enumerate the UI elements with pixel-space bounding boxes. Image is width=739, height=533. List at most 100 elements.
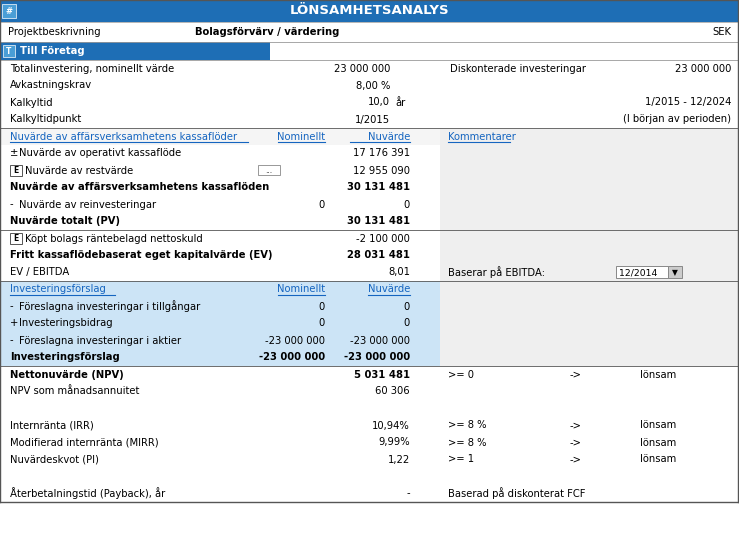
Text: 0: 0 [319, 319, 325, 328]
Text: 10,94%: 10,94% [372, 421, 410, 431]
Text: Baserar på EBITDA:: Baserar på EBITDA: [448, 266, 545, 278]
Text: Nuvärde av reinvesteringar: Nuvärde av reinvesteringar [19, 199, 156, 209]
Bar [270, 42, 739, 60]
Text: Till Företag: Till Företag [20, 46, 85, 56]
Text: Nuvärde av operativt kassaflöde: Nuvärde av operativt kassaflöde [19, 149, 181, 158]
Text: NPV som månadsannuitet: NPV som månadsannuitet [10, 386, 140, 397]
Bar [0, 383, 739, 400]
Bar [0, 298, 440, 315]
Text: Nuvärde totalt (PV): Nuvärde totalt (PV) [10, 216, 120, 227]
Text: 8,01: 8,01 [388, 268, 410, 278]
Bar [0, 230, 440, 247]
Bar [0, 0, 739, 22]
Text: 17 176 391: 17 176 391 [353, 149, 410, 158]
Text: Nuvärde av restvärde: Nuvärde av restvärde [25, 166, 133, 175]
Text: Föreslagna investeringar i tillgångar: Föreslagna investeringar i tillgångar [19, 301, 200, 312]
Text: LÖNSAMHETSANALYS: LÖNSAMHETSANALYS [290, 4, 449, 18]
Text: Nuvärde av affärsverksamhetens kassaflöder: Nuvärde av affärsverksamhetens kassaflöd… [10, 132, 237, 141]
Text: Diskonterade investeringar: Diskonterade investeringar [450, 63, 586, 74]
Bar [440, 247, 739, 264]
Text: Fritt kassaflödebaserat eget kapitalvärde (EV): Fritt kassaflödebaserat eget kapitalvärd… [10, 251, 273, 261]
Text: 0: 0 [403, 302, 410, 311]
Text: ±: ± [10, 149, 18, 158]
Bar [0, 42, 270, 60]
Bar [258, 165, 280, 175]
Text: Köpt bolags räntebelagd nettoskuld: Köpt bolags räntebelagd nettoskuld [25, 233, 202, 244]
Bar [0, 434, 739, 451]
Text: #: # [5, 6, 13, 15]
Text: ->: -> [570, 421, 582, 431]
Text: Kalkyltidpunkt: Kalkyltidpunkt [10, 115, 81, 125]
Bar [0, 332, 440, 349]
Bar [440, 281, 739, 298]
Text: SEK: SEK [712, 27, 731, 37]
Bar [668, 266, 682, 278]
Text: 0: 0 [403, 319, 410, 328]
Text: 12/2014: 12/2014 [619, 268, 658, 277]
Text: 0: 0 [403, 199, 410, 209]
Bar [0, 111, 739, 128]
Text: ▼: ▼ [672, 268, 678, 277]
Bar [0, 22, 739, 42]
Text: Nuvärde: Nuvärde [367, 132, 410, 141]
Text: 1/2015 - 12/2024: 1/2015 - 12/2024 [644, 98, 731, 108]
Bar [0, 128, 440, 145]
Text: Avkastningskrav: Avkastningskrav [10, 80, 92, 91]
Text: ...: ... [265, 166, 273, 175]
Text: 8,00 %: 8,00 % [355, 80, 390, 91]
Bar [0, 451, 739, 468]
Bar [440, 196, 739, 213]
Text: Totalinvestering, nominellt värde: Totalinvestering, nominellt värde [10, 63, 174, 74]
Bar [0, 179, 440, 196]
Text: Nettonuvärde (NPV): Nettonuvärde (NPV) [10, 369, 123, 379]
Text: -23 000 000: -23 000 000 [259, 352, 325, 362]
Text: E: E [13, 166, 18, 175]
Text: Investeringsbidrag: Investeringsbidrag [19, 319, 112, 328]
Text: 0: 0 [319, 199, 325, 209]
Text: 28 031 481: 28 031 481 [347, 251, 410, 261]
Text: >= 8 %: >= 8 % [448, 438, 486, 448]
Bar [440, 128, 739, 145]
Text: ->: -> [570, 369, 582, 379]
Bar [440, 179, 739, 196]
Bar [0, 196, 440, 213]
Text: 23 000 000: 23 000 000 [675, 63, 731, 74]
Bar [0, 145, 440, 162]
Text: Investeringsförslag: Investeringsförslag [10, 285, 106, 295]
Text: 5 031 481: 5 031 481 [354, 369, 410, 379]
Text: Internränta (IRR): Internränta (IRR) [10, 421, 94, 431]
Bar [0, 281, 440, 298]
Bar [440, 162, 739, 179]
Text: 12 955 090: 12 955 090 [353, 166, 410, 175]
Bar [616, 266, 668, 278]
Text: >= 0: >= 0 [448, 369, 474, 379]
Text: Baserad på diskonterat FCF: Baserad på diskonterat FCF [448, 488, 585, 499]
Text: 30 131 481: 30 131 481 [347, 216, 410, 227]
Text: Kommentarer: Kommentarer [448, 132, 516, 141]
Bar [0, 468, 739, 485]
Text: Nuvärde: Nuvärde [367, 285, 410, 295]
Bar [0, 94, 739, 111]
Bar [440, 349, 739, 366]
Text: Återbetalningstid (Payback), år: Återbetalningstid (Payback), år [10, 488, 166, 499]
Text: -23 000 000: -23 000 000 [344, 352, 410, 362]
Text: Projektbeskrivning: Projektbeskrivning [8, 27, 101, 37]
Text: lönsam: lönsam [640, 455, 676, 464]
Bar [440, 332, 739, 349]
Text: 9,99%: 9,99% [378, 438, 410, 448]
Bar [0, 315, 440, 332]
Bar [0, 400, 739, 417]
Bar [0, 417, 739, 434]
Bar [440, 298, 739, 315]
Text: 1/2015: 1/2015 [355, 115, 390, 125]
Bar [440, 213, 739, 230]
Bar [440, 230, 739, 247]
Text: lönsam: lönsam [640, 369, 676, 379]
Bar [0, 349, 440, 366]
Bar [440, 264, 739, 281]
Text: lönsam: lönsam [640, 421, 676, 431]
Text: ->: -> [570, 455, 582, 464]
Bar [0, 77, 739, 94]
Text: Bolagsförvärv / värdering: Bolagsförvärv / värdering [195, 27, 339, 37]
Text: lönsam: lönsam [640, 438, 676, 448]
